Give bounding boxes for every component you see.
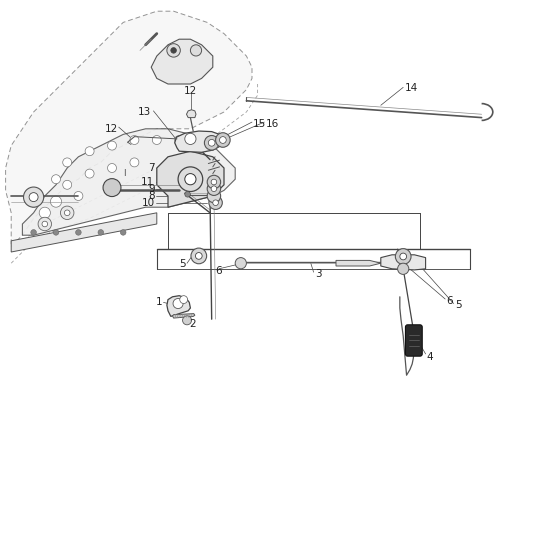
FancyBboxPatch shape — [405, 325, 422, 356]
Polygon shape — [336, 260, 381, 266]
Polygon shape — [6, 11, 252, 246]
Circle shape — [208, 139, 215, 146]
Polygon shape — [167, 296, 190, 316]
Text: 2: 2 — [189, 319, 196, 329]
Polygon shape — [172, 314, 195, 318]
Circle shape — [197, 141, 206, 150]
Circle shape — [103, 179, 121, 197]
Circle shape — [178, 167, 203, 192]
Circle shape — [400, 253, 407, 260]
Circle shape — [185, 174, 196, 185]
Text: 15: 15 — [253, 119, 267, 129]
Text: 9: 9 — [148, 184, 155, 194]
Circle shape — [130, 158, 139, 167]
Circle shape — [190, 45, 202, 56]
Text: 13: 13 — [138, 107, 151, 117]
Circle shape — [39, 207, 50, 218]
Circle shape — [130, 136, 139, 144]
Circle shape — [209, 196, 222, 209]
Circle shape — [38, 217, 52, 231]
Circle shape — [398, 263, 409, 274]
Circle shape — [207, 189, 221, 203]
Polygon shape — [22, 129, 235, 235]
Circle shape — [24, 187, 44, 207]
Circle shape — [211, 179, 217, 185]
Circle shape — [98, 230, 104, 235]
Text: 12: 12 — [104, 124, 118, 134]
Circle shape — [76, 230, 81, 235]
Circle shape — [171, 48, 176, 53]
Circle shape — [108, 141, 116, 150]
Circle shape — [120, 230, 126, 235]
Circle shape — [63, 158, 72, 167]
Circle shape — [31, 230, 36, 235]
Text: 16: 16 — [265, 119, 279, 129]
Text: 10: 10 — [142, 198, 155, 208]
Text: 4: 4 — [427, 352, 433, 362]
Circle shape — [175, 136, 184, 144]
Circle shape — [85, 147, 94, 156]
Text: 3: 3 — [315, 269, 321, 279]
Polygon shape — [186, 110, 196, 118]
Circle shape — [180, 296, 188, 304]
Circle shape — [185, 133, 196, 144]
Circle shape — [63, 180, 72, 189]
Polygon shape — [381, 255, 426, 270]
Circle shape — [152, 136, 161, 144]
Circle shape — [207, 175, 221, 189]
Polygon shape — [157, 151, 224, 207]
Text: 5: 5 — [179, 259, 186, 269]
Circle shape — [52, 175, 60, 184]
Circle shape — [216, 133, 230, 147]
Circle shape — [204, 136, 219, 150]
Polygon shape — [11, 213, 157, 252]
Text: I: I — [123, 169, 126, 178]
Circle shape — [235, 258, 246, 269]
Circle shape — [195, 253, 202, 259]
Circle shape — [74, 192, 83, 200]
Circle shape — [213, 200, 218, 206]
Circle shape — [60, 206, 74, 220]
Circle shape — [220, 137, 226, 143]
Text: 12: 12 — [184, 86, 197, 96]
Text: 6: 6 — [446, 296, 453, 306]
Circle shape — [28, 196, 39, 207]
Polygon shape — [151, 39, 213, 84]
Circle shape — [183, 316, 192, 325]
Circle shape — [53, 230, 59, 235]
Circle shape — [185, 192, 190, 197]
Circle shape — [29, 193, 38, 202]
Circle shape — [395, 249, 411, 264]
Circle shape — [50, 196, 62, 207]
Text: 1: 1 — [156, 297, 162, 307]
Circle shape — [167, 44, 180, 57]
Polygon shape — [175, 131, 223, 152]
Circle shape — [42, 221, 48, 227]
Circle shape — [211, 186, 217, 192]
Text: 11: 11 — [141, 177, 155, 187]
Text: 7: 7 — [148, 163, 155, 173]
Circle shape — [173, 298, 183, 309]
Circle shape — [85, 169, 94, 178]
Circle shape — [207, 182, 221, 195]
Text: 14: 14 — [404, 83, 418, 94]
Circle shape — [108, 164, 116, 172]
Circle shape — [64, 210, 70, 216]
Circle shape — [191, 248, 207, 264]
Text: 8: 8 — [148, 191, 155, 201]
Text: 6: 6 — [215, 266, 222, 276]
Text: 5: 5 — [455, 300, 461, 310]
